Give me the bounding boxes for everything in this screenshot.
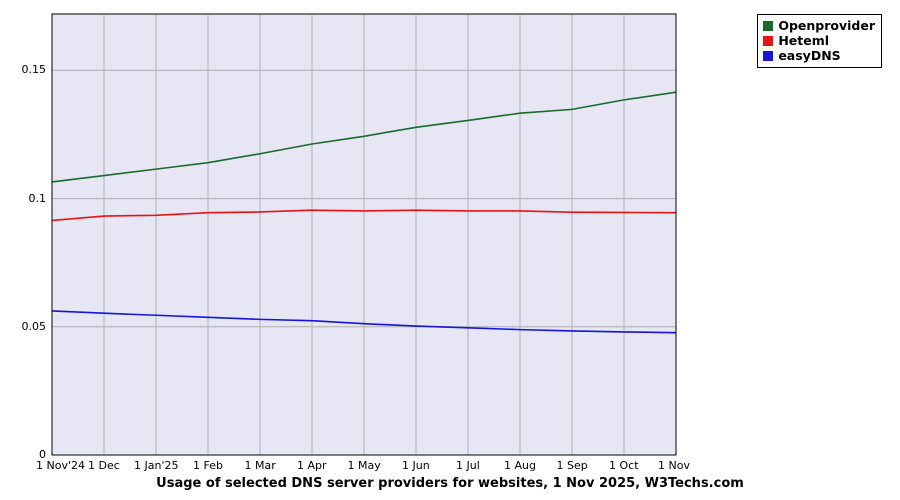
x-tick-label: 1 Jun	[402, 459, 430, 472]
plot-area	[51, 13, 677, 456]
legend-label: Heteml	[778, 33, 830, 48]
series-line-heteml	[51, 209, 677, 222]
x-tick-label: 1 Feb	[193, 459, 223, 472]
legend-item: Heteml	[763, 33, 875, 48]
legend-swatch-icon	[763, 35, 774, 46]
x-tick-label: 1 May	[347, 459, 381, 472]
y-tick-label: 0.05	[21, 319, 47, 333]
x-tick-label: 1 Nov	[658, 459, 690, 472]
series-line-easydns	[51, 310, 677, 334]
series-lines	[51, 91, 677, 334]
grid-lines	[51, 14, 677, 455]
legend-swatch-icon	[763, 20, 774, 31]
x-tick-label: 1 Sep	[556, 459, 588, 472]
x-tick-label: 1 Nov'24	[36, 459, 85, 472]
x-tick-label: 1 Jul	[456, 459, 480, 472]
legend-label: easyDNS	[778, 48, 841, 63]
plot-border	[51, 13, 677, 456]
legend-label: Openprovider	[778, 18, 875, 33]
legend-swatch-icon	[763, 50, 774, 61]
x-tick-label: 1 Jan'25	[134, 459, 179, 472]
series-line-openprovider	[51, 91, 677, 183]
y-tick-label: 0.1	[28, 191, 47, 205]
x-tick-label: 1 Dec	[88, 459, 120, 472]
chart-legend: Openprovider Heteml easyDNS	[757, 14, 882, 68]
y-tick-label: 0.15	[21, 63, 47, 77]
x-tick-label: 1 Aug	[504, 459, 536, 472]
x-tick-label: 1 Oct	[609, 459, 639, 472]
y-tick-label: 0	[39, 448, 46, 461]
x-tick-label: 1 Mar	[244, 459, 276, 472]
x-tick-label: 1 Apr	[297, 459, 327, 472]
legend-item: Openprovider	[763, 18, 875, 33]
chart-caption: Usage of selected DNS server providers f…	[156, 476, 744, 491]
legend-item: easyDNS	[763, 48, 875, 63]
